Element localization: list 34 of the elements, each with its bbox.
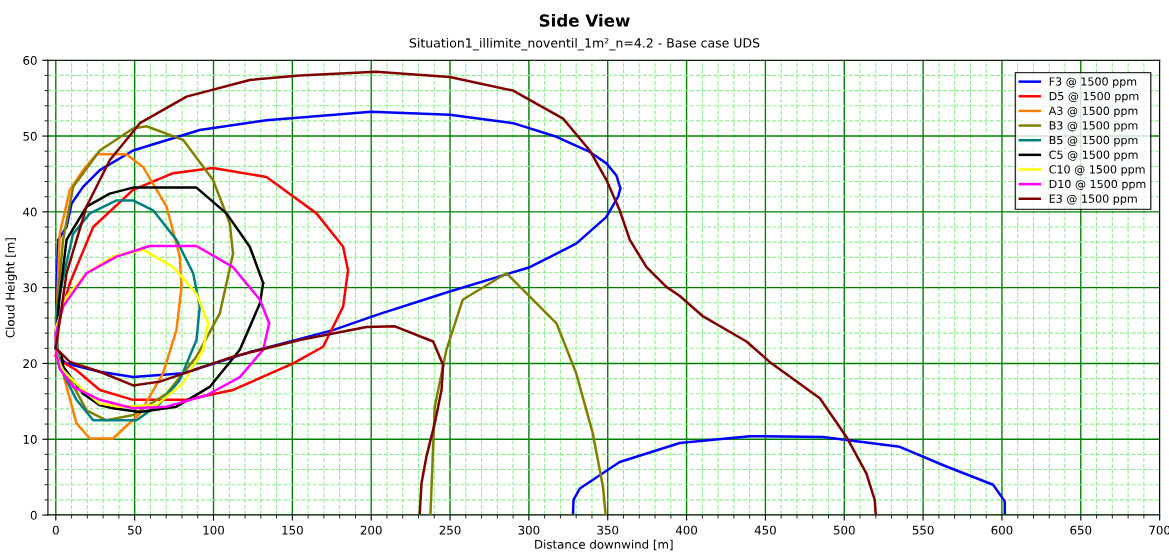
y-tick-label: 50: [23, 131, 37, 141]
y-tick-label: 0: [30, 510, 37, 520]
legend-label: C5 @ 1500 ppm: [1049, 150, 1138, 162]
x-tick-label: 0: [52, 525, 59, 535]
chart-title: Side View: [539, 13, 630, 27]
legend-label: F3 @ 1500 ppm: [1049, 77, 1137, 88]
x-tick-label: 300: [518, 525, 540, 535]
x-tick-label: 150: [282, 525, 303, 535]
y-tick-label: 10: [23, 434, 37, 444]
x-tick-label: 50: [128, 525, 142, 535]
x-tick-label: 650: [1070, 525, 1092, 535]
legend-label: B3 @ 1500 ppm: [1049, 121, 1138, 132]
legend-label: B5 @ 1500 ppm: [1049, 135, 1138, 147]
x-tick-label: 400: [675, 525, 698, 535]
x-tick-label: 500: [833, 525, 855, 535]
legend-label: E3 @ 1500 ppm: [1049, 194, 1137, 205]
x-tick-label: 450: [754, 525, 776, 535]
legend-label: C10 @ 1500 ppm: [1049, 165, 1145, 176]
y-axis-title: Cloud Height [m]: [5, 238, 17, 338]
x-tick-label: 350: [597, 525, 619, 535]
chart-subtitle: Situation1_illimite_noventil_1m²_n=4.2 - Base case UDS: [409, 37, 760, 51]
x-tick-label: 250: [439, 525, 461, 535]
x-tick-label: 100: [203, 525, 224, 535]
y-tick-label: 30: [23, 283, 37, 293]
x-axis-title: Distance downwind [m]: [535, 539, 673, 551]
x-tick-label: 200: [360, 525, 382, 535]
y-tick-label: 60: [23, 55, 37, 65]
legend-label: D5 @ 1500 ppm: [1049, 91, 1139, 103]
x-tick-label: 600: [991, 525, 1013, 535]
legend-label: A3 @ 1500 ppm: [1048, 106, 1138, 118]
legend-label: D10 @ 1500 ppm: [1049, 179, 1146, 191]
y-tick-label: 40: [23, 207, 37, 217]
y-tick-label: 20: [23, 359, 37, 369]
x-tick-label: 550: [912, 525, 934, 535]
